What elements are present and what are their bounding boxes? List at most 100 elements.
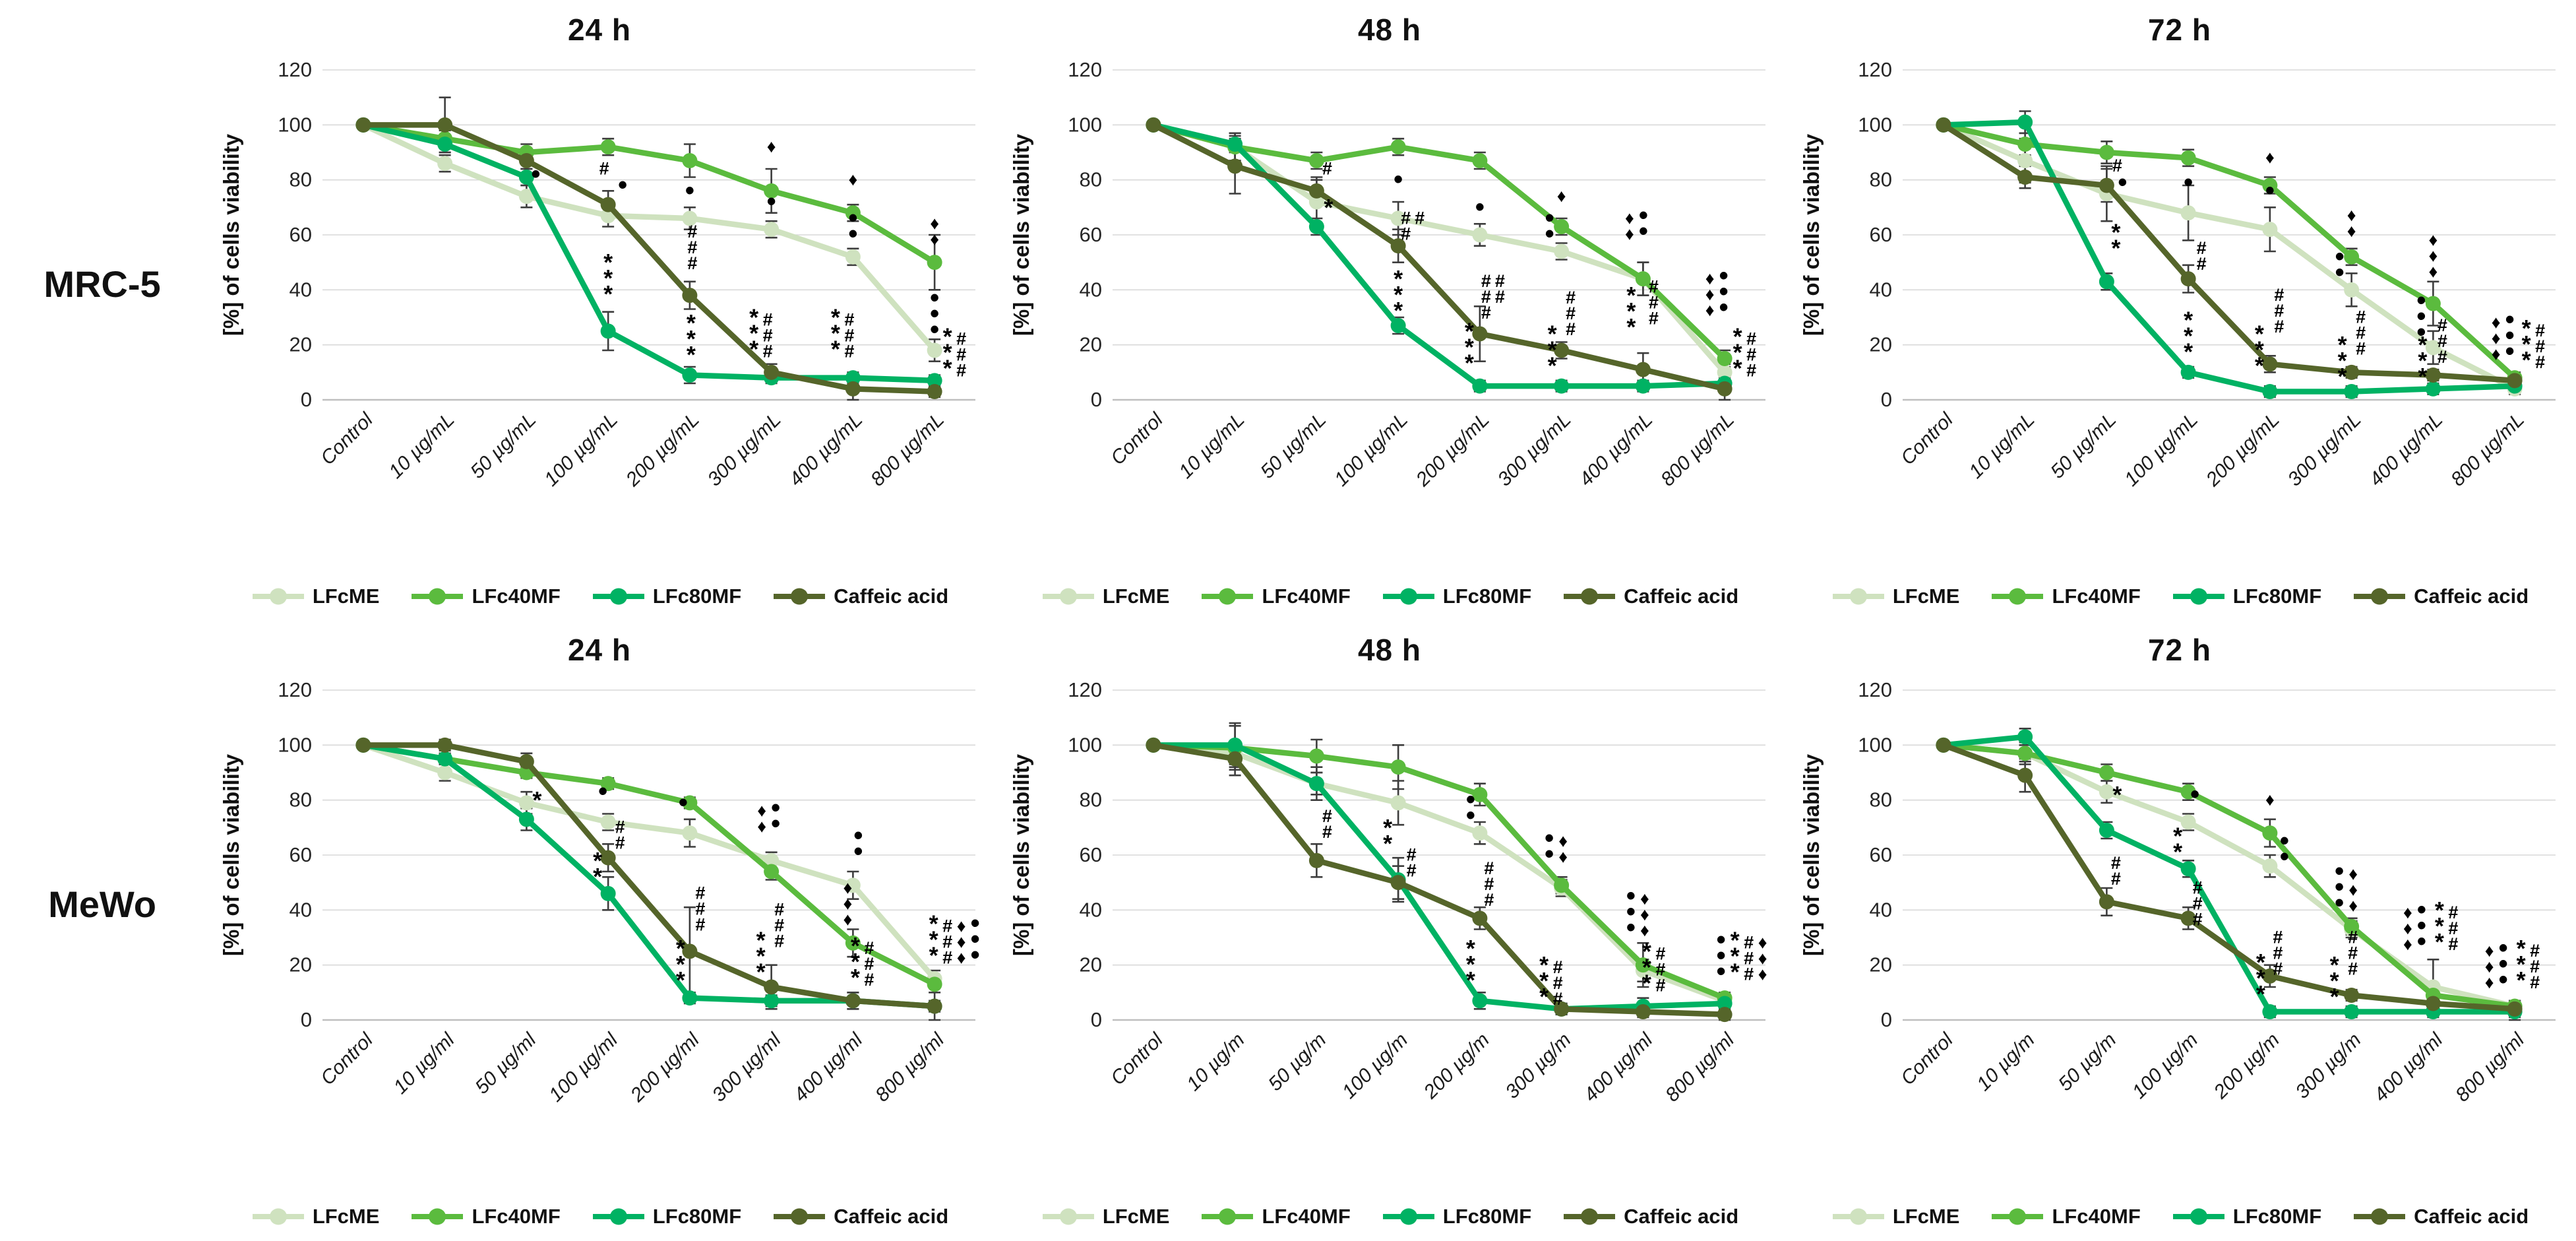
y-tick-label: 0: [1881, 388, 1892, 411]
data-point: [437, 737, 453, 753]
annotation-symbol: ♦: [1558, 847, 1568, 867]
data-point: [1308, 153, 1324, 168]
data-point: [1717, 351, 1733, 366]
chart-title: 72 h: [2147, 633, 2212, 667]
data-point: [2099, 894, 2114, 910]
data-point: [1936, 737, 1951, 753]
annotation-symbol: ♦: [843, 893, 852, 913]
annotation-symbol: #: [2530, 941, 2540, 961]
legend-marker-icon: [1382, 588, 1434, 605]
legend: LFcME LFc40MF LFc80MF Caffeic acid: [204, 577, 995, 616]
data-point: [600, 885, 616, 901]
data-point: [2180, 271, 2196, 287]
annotation-symbol: •: [1719, 261, 1729, 290]
annotation-symbol: *: [2330, 967, 2339, 994]
gridlines: [1903, 69, 2556, 401]
data-point: [518, 795, 534, 811]
annotation-symbol: •: [2416, 318, 2426, 347]
annotation-symbol: *: [593, 863, 602, 890]
data-point: [1472, 153, 1488, 168]
annotation-symbol: *: [2330, 983, 2339, 1010]
legend: LFcME LFc40MF LFc80MF Caffeic acid: [1785, 577, 2575, 616]
data-point: [2262, 1004, 2278, 1019]
legend-marker-icon: [252, 588, 304, 605]
data-point: [2017, 153, 2033, 168]
annotation-symbol: •: [930, 299, 939, 328]
y-tick-label: 120: [1858, 58, 1892, 81]
annotation-symbol: #: [1407, 860, 1417, 880]
x-tick-label: 50 µg/mL: [2046, 409, 2120, 483]
annotation-symbol: #: [864, 970, 874, 990]
annotation-symbol: •: [2335, 242, 2345, 271]
legend: LFcME LFc40MF LFc80MF Caffeic acid: [995, 577, 1785, 616]
annotation-symbol: •: [2335, 857, 2344, 886]
legend-item: Caffeic acid: [2352, 1205, 2529, 1228]
data-point: [1635, 271, 1651, 287]
annotation-symbol: •: [2505, 305, 2515, 334]
legend-label: LFcME: [1102, 1205, 1170, 1228]
legend-marker-icon: [1564, 588, 1616, 605]
y-tick-label: 0: [1091, 388, 1102, 411]
chart-title: 72 h: [2147, 13, 2212, 47]
annotation-symbol: ♦: [930, 214, 939, 234]
y-tick-label: 60: [1080, 223, 1102, 246]
annotation-symbol: *: [1465, 333, 1474, 360]
chart-title: 24 h: [567, 633, 632, 667]
annotation-symbol: •: [2416, 302, 2426, 331]
data-point: [845, 205, 861, 221]
line-chart: 0 20 40 60 80 100 120 [%] of cells viability Con…: [219, 678, 980, 1106]
annotation-symbol: *: [1731, 943, 1740, 970]
x-tick-label: 100 µg/mL: [2120, 409, 2202, 491]
x-tick-label: 300 µg/mL: [704, 409, 785, 491]
annotation-symbol: #: [687, 222, 697, 241]
series-line: [362, 742, 937, 981]
annotation-symbol: *: [1394, 297, 1403, 324]
annotation-symbol: *: [1731, 959, 1740, 986]
series-lfcme: [355, 117, 942, 358]
annotation-symbol: ♦: [767, 137, 776, 156]
data-point: [1472, 993, 1488, 1009]
data-point: [1554, 219, 1570, 234]
annotation-symbol: #: [695, 899, 705, 919]
data-point: [1472, 378, 1488, 394]
series-line: [362, 122, 937, 352]
annotation-symbol: •: [853, 837, 863, 866]
annotation-symbol: ♦: [848, 170, 857, 189]
data-point: [2099, 274, 2114, 290]
x-tick-label: 200 µg/m: [2209, 1029, 2284, 1104]
line-chart: 0 20 40 60 80 100 120 [%] of cells viability Con…: [1799, 58, 2556, 491]
data-point: [518, 170, 534, 185]
annotation-symbol: *: [929, 942, 938, 969]
annotation-symbol: #: [1649, 277, 1659, 297]
x-tick-label: 400 µg/mL: [1575, 409, 1657, 491]
data-point: [682, 990, 698, 1006]
annotation-symbol: #: [695, 915, 705, 935]
annotation-symbol: #: [2348, 959, 2358, 978]
annotation-symbol: •: [1475, 193, 1485, 222]
annotation-symbol: #: [687, 238, 697, 257]
series-line: [1942, 122, 2515, 384]
annotation-symbol: #: [1655, 959, 1665, 979]
annotation-symbol: *: [2418, 347, 2427, 374]
annotation-symbol: *: [676, 935, 685, 962]
data-point: [2425, 996, 2441, 1011]
annotation-symbol: *: [1466, 935, 1475, 962]
annotation-symbol: ♦: [957, 948, 966, 968]
annotation-symbol: #: [2193, 893, 2203, 913]
legend-marker-icon: [1202, 588, 1254, 605]
x-tick-label: 400 µg/ml: [789, 1029, 867, 1106]
x-tick-label: 800 µg/ml: [871, 1029, 949, 1106]
legend-item: LFcME: [1831, 1205, 1959, 1228]
legend-marker-icon: [1992, 1208, 2044, 1225]
data-point: [682, 210, 698, 226]
data-point: [2344, 249, 2360, 265]
x-tick-label: 50 µg/m: [2054, 1029, 2120, 1095]
x-tick-label: 300 µg/ml: [708, 1029, 786, 1106]
annotation-symbol: •: [853, 821, 863, 850]
annotation-symbol: #: [1415, 208, 1425, 228]
annotation-symbol: •: [2499, 934, 2508, 963]
data-point: [1308, 194, 1324, 210]
legend-item: LFcME: [1041, 585, 1169, 608]
annotation-symbol: *: [2330, 951, 2339, 978]
annotation-symbol: •: [1466, 801, 1475, 830]
